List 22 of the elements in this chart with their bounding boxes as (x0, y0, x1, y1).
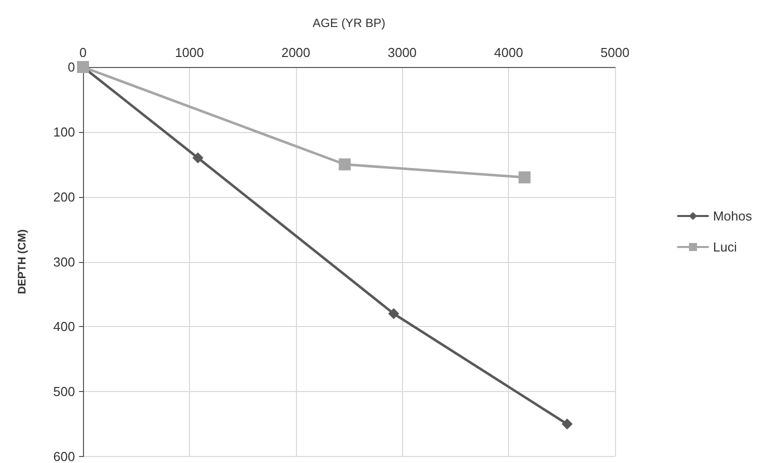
y-tick-label: 100 (53, 124, 75, 140)
x-tick-label: 5000 (600, 45, 630, 60)
x-tick-label: 0 (79, 45, 87, 60)
y-axis-title: DEPTH (CM) (16, 229, 28, 294)
y-tick-label: 0 (68, 60, 75, 74)
x-tick-label: 1000 (174, 45, 204, 60)
y-tick-label: 300 (53, 254, 75, 270)
y-tick-label: 500 (53, 384, 75, 400)
legend-label: Mohos (712, 208, 752, 224)
x-tick-label: 2000 (281, 45, 310, 60)
x-tick-label: 3000 (388, 45, 417, 60)
point (192, 152, 204, 164)
y-tick-label: 400 (53, 319, 75, 334)
x-tick-label: 4000 (494, 45, 524, 60)
point (518, 171, 531, 184)
point (388, 308, 400, 320)
y-tick-label: 600 (53, 449, 75, 463)
y-tick-label: 200 (53, 189, 75, 204)
x-axis-title: AGE (YR BP) (312, 16, 386, 30)
point (562, 418, 573, 430)
legend-label: Luci (712, 240, 737, 254)
point (338, 158, 351, 170)
